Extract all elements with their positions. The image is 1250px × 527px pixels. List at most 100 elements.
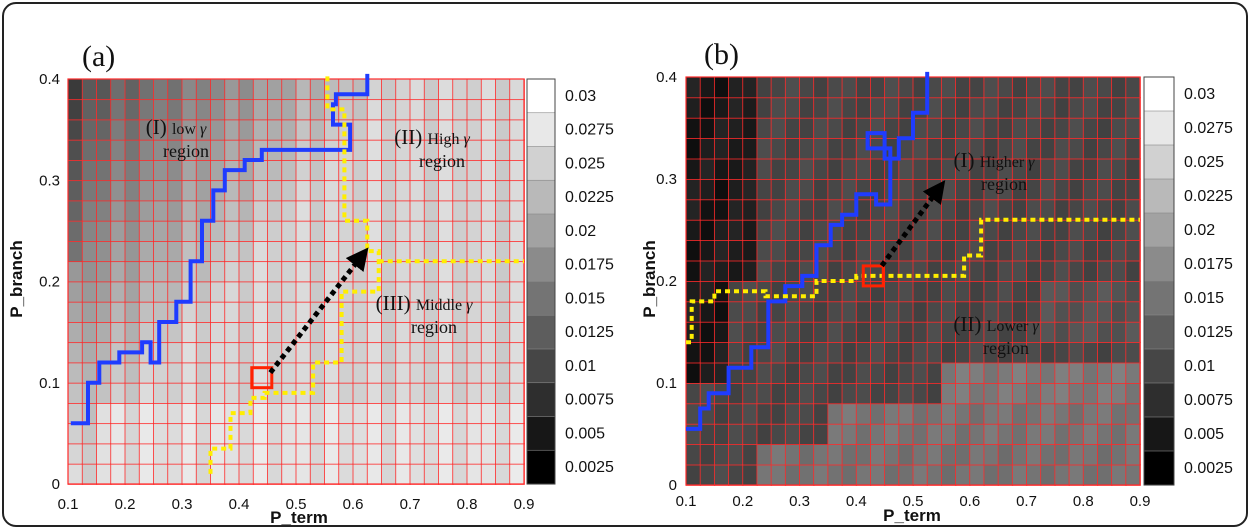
heatmap-cell bbox=[495, 301, 511, 323]
heatmap-cell bbox=[67, 463, 84, 485]
heatmap-cell bbox=[1040, 178, 1056, 201]
heatmap-cell bbox=[352, 362, 369, 384]
heatmap-cell bbox=[742, 117, 758, 140]
heatmap-cell bbox=[728, 76, 744, 99]
heatmap-cell bbox=[167, 321, 183, 344]
heatmap-cell bbox=[926, 402, 943, 425]
heatmap-cell bbox=[509, 463, 525, 485]
heatmap-cell bbox=[728, 97, 744, 119]
heatmap-cell bbox=[281, 78, 297, 101]
colorbar-tick-label: 0.0025 bbox=[565, 459, 614, 476]
heatmap-cell bbox=[1111, 97, 1127, 119]
heatmap-cell bbox=[770, 239, 787, 262]
colorbar-segment bbox=[526, 247, 556, 283]
heatmap-cell bbox=[1082, 137, 1099, 160]
region-gamma: γ bbox=[1032, 318, 1039, 335]
heatmap-cell bbox=[1040, 280, 1056, 303]
heatmap-cell bbox=[870, 341, 886, 364]
heatmap-cell bbox=[728, 300, 744, 323]
heatmap-cell bbox=[940, 260, 957, 282]
heatmap-cell bbox=[912, 423, 928, 445]
heatmap-cell bbox=[784, 97, 801, 119]
heatmap-cell bbox=[195, 98, 212, 121]
heatmap-cell bbox=[252, 220, 269, 242]
heatmap-cell bbox=[466, 240, 483, 263]
heatmap-cell bbox=[195, 281, 212, 303]
heatmap-cell bbox=[870, 219, 886, 242]
heatmap-cell bbox=[495, 159, 511, 182]
heatmap-cell bbox=[67, 159, 84, 182]
heatmap-cell bbox=[713, 423, 730, 445]
heatmap-cell bbox=[912, 402, 928, 425]
heatmap-cell bbox=[898, 178, 914, 201]
heatmap-cell bbox=[969, 423, 985, 445]
heatmap-cell bbox=[1054, 239, 1070, 262]
colorbar-segment bbox=[526, 112, 556, 148]
heatmap-cell bbox=[81, 220, 98, 242]
heatmap-cell bbox=[799, 198, 815, 221]
heatmap-cell bbox=[495, 200, 511, 222]
x-tick-label: 0.5 bbox=[903, 493, 924, 510]
heatmap-cell bbox=[1040, 239, 1056, 262]
heatmap-cell bbox=[167, 281, 183, 303]
heatmap-cell bbox=[181, 200, 198, 222]
heatmap-cell bbox=[81, 281, 98, 303]
heatmap-cell bbox=[67, 240, 84, 263]
heatmap-cell bbox=[324, 260, 340, 283]
heatmap-cell bbox=[827, 300, 843, 323]
heatmap-cell bbox=[1111, 423, 1127, 445]
heatmap-cell bbox=[912, 464, 928, 486]
heatmap-cell bbox=[195, 321, 212, 344]
heatmap-cell bbox=[1054, 76, 1070, 99]
heatmap-cell bbox=[495, 321, 511, 344]
heatmap-cell bbox=[67, 362, 84, 384]
heatmap-cell bbox=[210, 260, 226, 283]
heatmap-cell bbox=[1111, 464, 1127, 486]
heatmap-cell bbox=[1111, 198, 1127, 221]
region-gamma: γ bbox=[466, 297, 473, 314]
heatmap-cell bbox=[252, 362, 269, 384]
heatmap-cell bbox=[324, 301, 340, 323]
heatmap-cell bbox=[1011, 382, 1028, 405]
heatmap-cell bbox=[699, 362, 716, 384]
heatmap-cell bbox=[110, 382, 126, 404]
heatmap-cell bbox=[295, 220, 312, 242]
heatmap-cell bbox=[770, 402, 787, 425]
heatmap-cell bbox=[495, 98, 511, 121]
heatmap-cell bbox=[395, 78, 411, 101]
heatmap-cell bbox=[728, 260, 744, 282]
heatmap-cell bbox=[352, 443, 369, 465]
colorbar: 0.03 0.0275 0.025 0.0225 0.02 0.0175 0.015 0.01… bbox=[1143, 76, 1233, 486]
heatmap-cell bbox=[110, 179, 126, 202]
heatmap-cell bbox=[1026, 280, 1042, 303]
heatmap-cell bbox=[138, 139, 155, 161]
heatmap-cell bbox=[827, 158, 843, 180]
heatmap-cell bbox=[167, 402, 183, 425]
heatmap-cell bbox=[352, 98, 369, 121]
heatmap-cell bbox=[281, 301, 297, 323]
heatmap-cell bbox=[926, 382, 943, 405]
heatmap-cell bbox=[841, 219, 858, 242]
heatmap-cell bbox=[728, 443, 744, 466]
heatmap-cell bbox=[955, 76, 971, 99]
heatmap-cell bbox=[224, 139, 240, 161]
heatmap-cell bbox=[799, 321, 815, 343]
heatmap-cell bbox=[267, 240, 283, 263]
heatmap-cell bbox=[124, 301, 141, 323]
heatmap-cell bbox=[784, 443, 801, 466]
heatmap-cell bbox=[813, 219, 829, 242]
heatmap-cell bbox=[210, 98, 226, 121]
heatmap-cell bbox=[770, 76, 787, 99]
colorbar-segment bbox=[1143, 76, 1175, 112]
heatmap-cell bbox=[452, 422, 468, 445]
heatmap-cell bbox=[381, 341, 397, 364]
figure-canvas: (a)00.10.20.30.40.1 0.2 0.3 0.4 0.5 0.6 0.7 0.8… bbox=[7, 38, 1233, 525]
heatmap-cell bbox=[395, 220, 411, 242]
heatmap-cell bbox=[438, 362, 454, 384]
heatmap-cell bbox=[841, 97, 858, 119]
heatmap-cell bbox=[1111, 382, 1127, 405]
region-roman: (III) bbox=[376, 291, 416, 315]
heatmap-cell bbox=[195, 301, 212, 323]
heatmap-cell bbox=[452, 382, 468, 404]
heatmap-cell bbox=[267, 98, 283, 121]
